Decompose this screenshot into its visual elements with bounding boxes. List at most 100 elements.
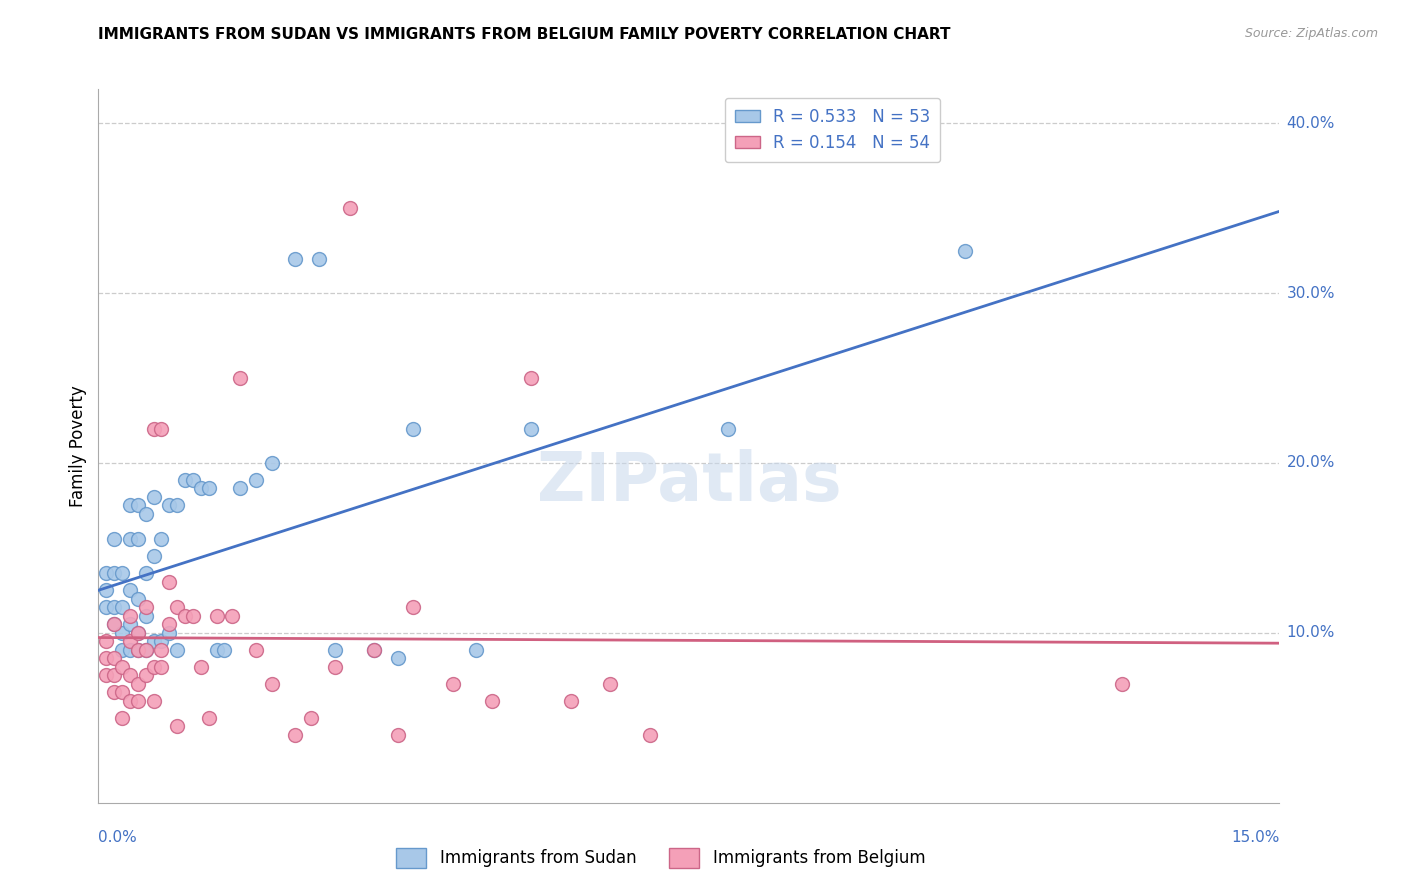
Text: 10.0%: 10.0% (1286, 625, 1334, 640)
Point (520, 422, 543, 436)
Point (127, 694, 149, 708)
Point (135, 643, 157, 657)
Point (150, 643, 173, 657)
Point (135, 507, 157, 521)
Point (166, 719, 188, 733)
Point (481, 694, 503, 708)
Text: 30.0%: 30.0% (1286, 285, 1334, 301)
Point (260, 677, 283, 691)
Point (142, 549, 165, 564)
Point (363, 643, 385, 657)
Point (229, 482, 252, 496)
Point (150, 422, 173, 436)
Point (111, 626, 134, 640)
Point (465, 643, 488, 657)
Point (142, 660, 165, 674)
Point (284, 252, 307, 266)
Point (103, 651, 125, 665)
Point (96, 583, 118, 598)
Point (560, 694, 582, 708)
Point (142, 694, 165, 708)
Point (111, 660, 134, 674)
Point (127, 499, 149, 513)
Point (157, 499, 180, 513)
Point (118, 634, 141, 648)
Point (118, 499, 141, 513)
Point (103, 600, 125, 615)
Point (150, 634, 173, 648)
Point (118, 643, 141, 657)
Point (717, 422, 740, 436)
Point (441, 677, 464, 691)
Point (135, 566, 157, 581)
Point (96, 668, 118, 682)
Text: 0.0%: 0.0% (98, 830, 138, 845)
Point (135, 668, 157, 682)
Point (284, 728, 307, 742)
Text: 15.0%: 15.0% (1232, 830, 1279, 845)
Point (402, 600, 425, 615)
Point (150, 533, 173, 547)
Point (142, 634, 165, 648)
Point (142, 422, 165, 436)
Legend: R = 0.533   N = 53, R = 0.154   N = 54: R = 0.533 N = 53, R = 0.154 N = 54 (725, 97, 941, 161)
Point (205, 643, 228, 657)
Point (363, 643, 385, 657)
Point (111, 600, 134, 615)
Point (103, 668, 125, 682)
Point (387, 651, 409, 665)
Point (127, 533, 149, 547)
Point (953, 244, 976, 258)
Point (103, 617, 125, 632)
Point (387, 728, 409, 742)
Point (96, 634, 118, 648)
Point (174, 608, 197, 623)
Point (103, 685, 125, 699)
Text: 20.0%: 20.0% (1286, 456, 1334, 470)
Point (103, 533, 125, 547)
Point (638, 728, 661, 742)
Point (111, 685, 134, 699)
Point (157, 617, 180, 632)
Point (174, 473, 197, 487)
Point (111, 711, 134, 725)
Point (197, 482, 219, 496)
Text: Source: ZipAtlas.com: Source: ZipAtlas.com (1244, 27, 1378, 40)
Point (135, 643, 157, 657)
Point (323, 643, 346, 657)
Point (127, 643, 149, 657)
Point (111, 566, 134, 581)
Legend: Immigrants from Sudan, Immigrants from Belgium: Immigrants from Sudan, Immigrants from B… (389, 841, 932, 875)
Point (135, 608, 157, 623)
Point (599, 677, 621, 691)
Point (118, 694, 141, 708)
Point (103, 617, 125, 632)
Point (339, 201, 361, 215)
Point (118, 583, 141, 598)
Point (127, 643, 149, 657)
Text: IMMIGRANTS FROM SUDAN VS IMMIGRANTS FROM BELGIUM FAMILY POVERTY CORRELATION CHAR: IMMIGRANTS FROM SUDAN VS IMMIGRANTS FROM… (98, 27, 950, 42)
Point (166, 643, 188, 657)
Point (323, 660, 346, 674)
Point (1111, 677, 1133, 691)
Point (299, 711, 322, 725)
Point (96, 600, 118, 615)
Point (260, 456, 283, 470)
Point (181, 608, 204, 623)
Point (308, 252, 330, 266)
Point (118, 617, 141, 632)
Point (245, 473, 267, 487)
Point (103, 566, 125, 581)
Point (157, 574, 180, 589)
Point (127, 591, 149, 606)
Point (118, 608, 141, 623)
Text: 40.0%: 40.0% (1286, 116, 1334, 131)
Y-axis label: Family Poverty: Family Poverty (69, 385, 87, 507)
Point (135, 600, 157, 615)
Point (190, 660, 212, 674)
Point (166, 499, 188, 513)
Point (197, 711, 219, 725)
Point (229, 371, 252, 385)
Point (127, 626, 149, 640)
Point (245, 643, 267, 657)
